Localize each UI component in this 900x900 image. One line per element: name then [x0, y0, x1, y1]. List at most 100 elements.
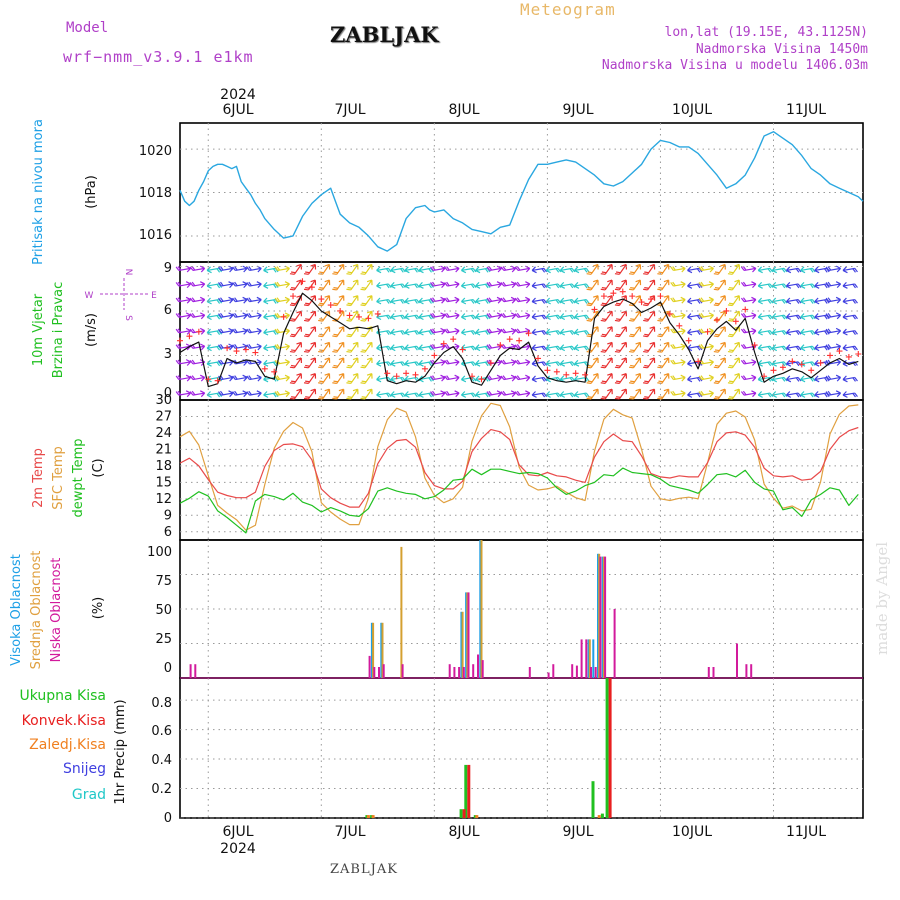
wind-arrow — [376, 281, 392, 289]
wind-arrow — [274, 327, 290, 335]
wind-arrow — [274, 296, 290, 304]
temp-ytick: 6 — [164, 525, 172, 540]
wind-arrow — [346, 326, 359, 338]
wind-arrow-shape — [800, 391, 816, 398]
wind-arrow-shape — [574, 313, 590, 321]
wind-arrow — [545, 359, 562, 367]
wind-arrow — [740, 327, 757, 335]
wind-arrow-shape — [814, 375, 830, 383]
temp-ytick: 18 — [155, 459, 172, 474]
wind-arrow — [825, 327, 842, 335]
wind-arrow-shape — [475, 266, 491, 274]
wind-arrow-shape — [303, 373, 317, 385]
cloud-bar — [588, 639, 591, 678]
wind-arrow-shape — [289, 388, 303, 400]
wind-arrow — [713, 341, 726, 353]
wind-arrow — [687, 375, 703, 383]
wind-arrow — [263, 344, 279, 352]
wind-arrow — [713, 263, 726, 275]
wind-gust-mark — [657, 293, 664, 300]
cloud-bar — [189, 664, 192, 678]
wind-arrow-shape — [713, 373, 726, 385]
wind-arrow — [698, 390, 714, 398]
wind-arrow-shape — [514, 359, 531, 366]
wind-arrow-shape — [559, 313, 576, 321]
wind-arrow-shape — [600, 295, 613, 307]
wind-arrow — [175, 281, 192, 289]
wind-gust-mark — [798, 361, 805, 368]
wind-arrow — [643, 310, 656, 322]
wind-arrow-shape — [514, 390, 531, 398]
wind-arrow-shape — [586, 295, 599, 307]
wind-arrow-shape — [670, 390, 686, 398]
wind-arrow-shape — [771, 328, 788, 336]
wind-arrow-shape — [628, 357, 642, 369]
wind-arrow-shape — [600, 263, 613, 275]
wind-arrow — [771, 391, 788, 398]
wind-arrow-shape — [475, 328, 491, 336]
wind-arrow — [206, 313, 223, 321]
wind-arrow-shape — [771, 359, 788, 367]
wind-arrow — [842, 313, 858, 321]
precip-bar — [459, 809, 463, 818]
wind-arrow — [232, 281, 248, 289]
wind-arrow-shape — [842, 281, 858, 289]
wind-arrow-shape — [531, 391, 548, 398]
wind-arrow-shape — [757, 344, 774, 352]
wind-gust-mark — [619, 288, 626, 295]
wind-arrow-shape — [289, 326, 303, 338]
wind-arrow-shape — [346, 310, 359, 322]
wind-arrow — [727, 326, 741, 338]
wind-arrow — [360, 295, 373, 307]
wind-arrow — [687, 266, 703, 274]
wind-arrow-shape — [614, 295, 628, 307]
wind-arrow-shape — [842, 313, 858, 321]
cloud-bar — [597, 553, 599, 678]
wind-arrow-shape — [360, 295, 373, 307]
wind-arrow-shape — [289, 373, 303, 385]
wind-arrow-shape — [390, 359, 406, 367]
wind-arrow — [531, 359, 548, 367]
wind-arrow — [628, 326, 642, 338]
wind-arrow-shape — [643, 326, 656, 338]
wind-arrow — [670, 265, 686, 273]
wind-arrow-shape — [346, 295, 359, 307]
wind-arrow — [800, 328, 816, 336]
wind-arrow — [785, 375, 802, 383]
wind-arrow-shape — [531, 359, 548, 367]
wind-arrow-shape — [698, 312, 714, 320]
wind-arrow — [800, 359, 816, 367]
wind-arrow-shape — [800, 344, 816, 352]
wind-arrow — [430, 343, 446, 351]
wind-arrow-shape — [687, 391, 703, 398]
wind-arrow-shape — [559, 391, 576, 398]
wind-arrow-shape — [614, 310, 628, 322]
wind-arrow — [500, 374, 517, 382]
wind-arrow-shape — [713, 263, 726, 275]
wind-arrow — [460, 391, 477, 398]
wind-arrow-shape — [274, 296, 290, 304]
wind-arrow — [514, 374, 531, 382]
wind-gust-mark — [553, 368, 560, 375]
wind-gust-mark — [563, 371, 570, 378]
wind-arrow — [246, 312, 262, 320]
pressure-ytick: 1018 — [139, 186, 172, 201]
wind-arrow — [740, 296, 757, 304]
wind-arrow — [842, 266, 858, 274]
wind-arrow-shape — [600, 310, 613, 322]
wind-arrow — [189, 374, 206, 382]
wind-gust-mark — [666, 310, 673, 317]
wind-arrow-shape — [698, 343, 714, 351]
wind-arrow — [600, 357, 613, 369]
wind-arrow — [825, 374, 842, 382]
wind-arrow-shape — [574, 391, 590, 398]
cloud-bar — [372, 622, 375, 678]
wind-arrow — [771, 297, 788, 305]
wind-arrow — [246, 296, 262, 304]
wind-arrow — [332, 263, 345, 275]
wind-arrow-shape — [189, 312, 206, 320]
wind-arrow-shape — [800, 375, 816, 383]
wind-arrow-shape — [460, 375, 477, 383]
wind-arrow-shape — [318, 263, 331, 275]
wind-arrow — [175, 312, 192, 320]
